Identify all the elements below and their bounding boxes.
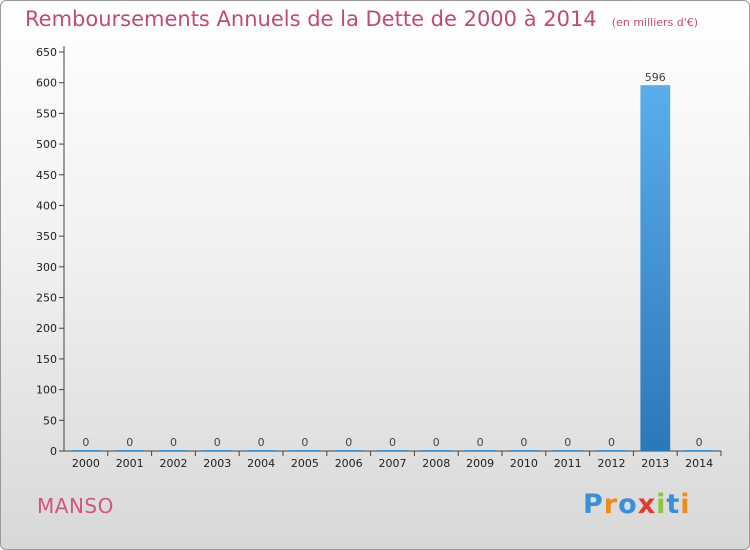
data-label: 0 <box>608 436 615 449</box>
y-tick-label: 350 <box>36 230 57 243</box>
data-label: 0 <box>301 436 308 449</box>
data-label: 0 <box>345 436 352 449</box>
bar <box>421 450 452 451</box>
data-labels: 0 0 0 0 0 0 0 0 0 0 0 0 0 596 0 <box>82 71 702 449</box>
brand-letter: P <box>583 489 604 520</box>
x-tick-label: 2012 <box>598 457 626 470</box>
x-tick-label: 2006 <box>335 457 363 470</box>
bar <box>509 450 539 451</box>
x-tick-label: 2011 <box>554 457 582 470</box>
y-tick-label: 500 <box>36 138 57 151</box>
data-label: 0 <box>564 436 571 449</box>
bar <box>377 450 408 451</box>
y-tick-label: 250 <box>36 292 57 305</box>
x-tick-label: 2009 <box>466 457 494 470</box>
x-tick-label: 2005 <box>291 457 319 470</box>
data-label: 0 <box>696 436 703 449</box>
brand-logo: Proxiti <box>583 489 691 520</box>
y-axis: 0 50 100 150 200 250 300 350 400 450 500 550 600 650 <box>36 46 65 458</box>
chart-unit-note: (en milliers d'€) <box>611 16 699 29</box>
data-label: 0 <box>389 436 396 449</box>
bar <box>552 450 583 451</box>
y-tick-label: 300 <box>36 261 57 274</box>
bar <box>333 450 364 451</box>
data-label: 0 <box>520 436 527 449</box>
brand-letter: r <box>603 489 619 520</box>
brand-letter: o <box>618 489 638 520</box>
y-tick-label: 200 <box>36 322 57 335</box>
bar <box>290 450 320 451</box>
data-label: 0 <box>433 436 440 449</box>
bars <box>71 85 714 451</box>
x-tick-label: 2001 <box>116 457 144 470</box>
brand-letter: i <box>680 489 691 520</box>
data-label: 0 <box>170 436 177 449</box>
x-tick-label: 2002 <box>160 457 188 470</box>
bar <box>684 450 714 451</box>
brand-letter: x <box>637 489 657 520</box>
y-tick-label: 600 <box>36 77 57 90</box>
x-tick-label: 2004 <box>247 457 275 470</box>
title-row: Remboursements Annuels de la Dette de 20… <box>25 7 698 31</box>
x-tick-label: 2014 <box>685 457 713 470</box>
data-label: 0 <box>126 436 133 449</box>
data-label: 0 <box>477 436 484 449</box>
chart-title: Remboursements Annuels de la Dette de 20… <box>25 7 597 31</box>
x-tick-label: 2010 <box>510 457 538 470</box>
x-tick-label: 2013 <box>641 457 669 470</box>
y-tick-label: 400 <box>36 199 57 212</box>
data-label: 0 <box>82 436 89 449</box>
y-tick-label: 50 <box>43 414 57 427</box>
y-tick-label: 550 <box>36 107 57 120</box>
y-tick-label: 450 <box>36 169 57 182</box>
y-tick-label: 650 <box>36 46 57 59</box>
x-tick-label: 2008 <box>422 457 450 470</box>
data-label: 596 <box>645 71 666 84</box>
y-tick-label: 100 <box>36 384 57 397</box>
x-tick-label: 2007 <box>379 457 407 470</box>
data-label: 0 <box>214 436 221 449</box>
bar <box>71 450 101 451</box>
bar <box>465 450 495 451</box>
bar <box>246 450 276 451</box>
bar <box>596 450 627 451</box>
bar <box>158 450 189 451</box>
y-tick-label: 150 <box>36 353 57 366</box>
bar <box>114 450 145 451</box>
x-tick-label: 2000 <box>72 457 100 470</box>
bar <box>640 85 671 451</box>
brand-letter: i <box>656 489 667 520</box>
data-label: 0 <box>258 436 265 449</box>
x-axis: 2000 2001 2002 2003 2004 2005 2006 2007 2008 2009… <box>64 450 722 470</box>
x-tick-label: 2003 <box>203 457 231 470</box>
bar <box>202 450 233 451</box>
brand-letter: t <box>666 489 681 520</box>
y-tick-label: 0 <box>50 445 57 458</box>
commune-name: MANSO <box>37 494 114 518</box>
